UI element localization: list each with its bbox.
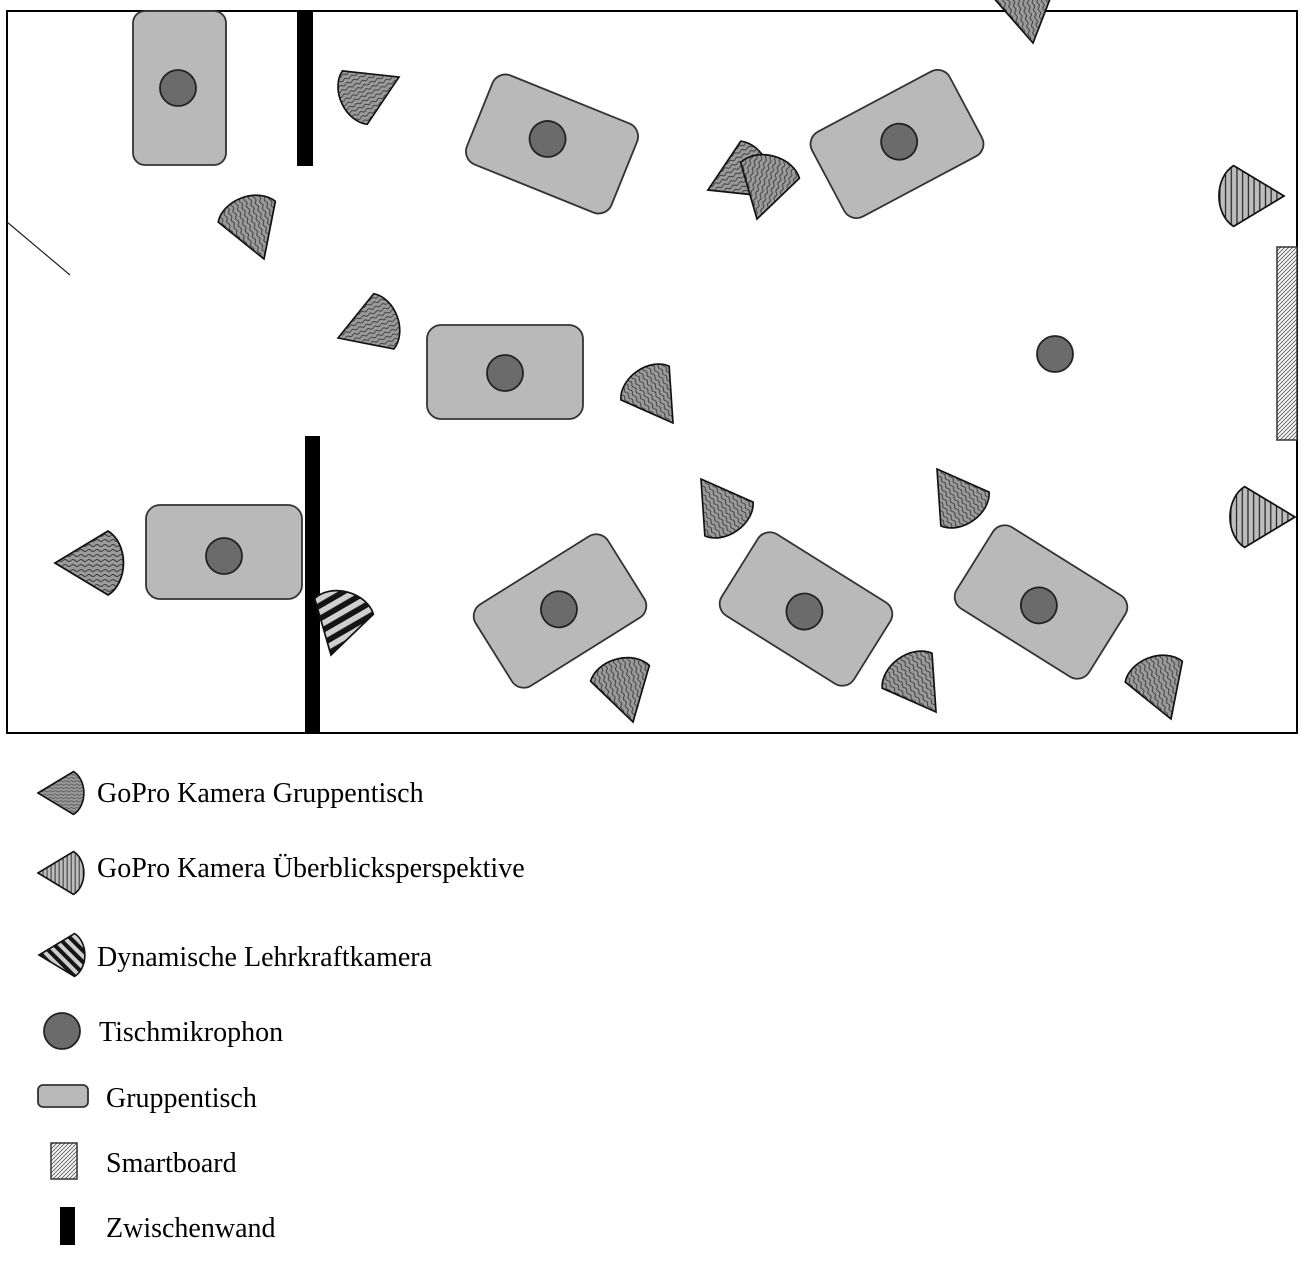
group-table (472, 533, 648, 689)
legend-item-partition-wall: Zwischenwand (60, 1207, 276, 1245)
group-table (809, 69, 985, 219)
table-microphone (159, 69, 197, 107)
legend: GoPro Kamera Gruppentisch GoPro Kamera Ü… (37, 770, 525, 1245)
legend-item-gopro-overview: GoPro Kamera Überblicksperspektive (37, 850, 525, 896)
table-microphone (486, 354, 524, 392)
legend-item-smartboard: Smartboard (50, 1142, 237, 1180)
table-microphone (205, 537, 243, 575)
group-table (953, 524, 1129, 680)
legend-item-gopro-group: GoPro Kamera Gruppentisch (37, 770, 424, 816)
table-microphone (785, 592, 824, 631)
group-table (132, 10, 227, 166)
partition-wall (297, 11, 313, 166)
table-microphone (540, 590, 578, 629)
legend-label-partition-wall: Zwischenwand (106, 1213, 276, 1244)
standalone-microphone (1036, 335, 1074, 373)
group-table (426, 324, 584, 420)
legend-item-microphone: Tischmikrophon (43, 1012, 283, 1050)
group-table (145, 504, 303, 600)
door-line (6, 221, 71, 276)
microphone-legend-icon (43, 1012, 81, 1050)
group-table (465, 73, 639, 215)
group-table (718, 531, 894, 687)
gopro-group-legend-icon (37, 770, 85, 816)
gopro-overview-legend-icon (37, 850, 85, 896)
legend-item-teacher-camera: Dynamische Lehrkraftkamera (38, 932, 433, 978)
partition-wall-legend-icon (60, 1207, 75, 1245)
partition-wall (305, 436, 320, 733)
table-microphone (528, 120, 567, 158)
legend-label-smartboard: Smartboard (106, 1148, 237, 1179)
legend-label-teacher-camera: Dynamische Lehrkraftkamera (97, 942, 433, 973)
teacher-camera-legend-icon (38, 932, 86, 978)
legend-label-gopro-group: GoPro Kamera Gruppentisch (97, 778, 424, 809)
smartboard (1276, 246, 1298, 441)
table-microphone (1019, 586, 1058, 625)
smartboard-legend-icon (50, 1142, 78, 1180)
legend-item-group-table: Gruppentisch (37, 1083, 257, 1114)
legend-label-microphone: Tischmikrophon (99, 1017, 283, 1048)
legend-label-group-table: Gruppentisch (106, 1083, 257, 1114)
legend-label-gopro-overview: GoPro Kamera Überblicksperspektive (97, 853, 525, 884)
group-table-legend-icon (37, 1084, 89, 1108)
table-microphone (880, 122, 919, 161)
